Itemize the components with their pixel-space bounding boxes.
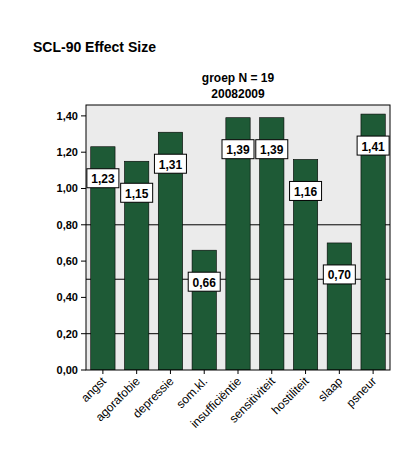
- y-tick-label: 0,40: [57, 291, 78, 303]
- data-label: 0,70: [328, 268, 352, 282]
- data-label: 1,39: [260, 143, 284, 157]
- bar: [192, 250, 216, 370]
- bar: [260, 118, 284, 370]
- y-tick: [81, 261, 86, 262]
- bar: [293, 159, 317, 370]
- data-label: 1,31: [159, 158, 183, 172]
- bar: [226, 118, 250, 370]
- x-tick-label: angst: [78, 374, 109, 405]
- y-tick-label: 1,20: [57, 146, 78, 158]
- x-tick: [271, 370, 272, 374]
- x-tick-label: slaap: [315, 374, 345, 404]
- data-label: 1,41: [361, 140, 385, 154]
- bar: [327, 243, 351, 370]
- y-tick-label: 0,60: [57, 255, 78, 267]
- y-tick-label: 0,20: [57, 328, 78, 340]
- bar: [91, 147, 115, 370]
- y-tick: [81, 115, 86, 116]
- y-tick-label: 0,80: [57, 219, 78, 231]
- x-tick-label: depressie: [130, 374, 177, 421]
- data-label-box: [188, 272, 220, 291]
- x-tick: [170, 370, 171, 374]
- y-tick: [81, 224, 86, 225]
- subtitle: 20082009: [211, 87, 265, 101]
- bar: [158, 132, 182, 370]
- data-label: 1,23: [91, 172, 115, 186]
- x-tick-label: sensitiviteit: [227, 374, 279, 426]
- y-tick-label: 0,00: [57, 364, 78, 376]
- data-label: 1,39: [226, 143, 250, 157]
- chart: SCL-90 Effect Size groep N = 19 20082009 0,…: [0, 0, 400, 456]
- title: SCL-90 Effect Size: [33, 39, 156, 55]
- x-tick: [238, 370, 239, 374]
- data-label-box: [290, 181, 322, 200]
- data-label-box: [121, 183, 153, 202]
- x-tick: [305, 370, 306, 374]
- bars: [91, 114, 386, 370]
- x-tick: [136, 370, 137, 374]
- data-label-box: [323, 265, 355, 284]
- y-tick: [81, 370, 86, 371]
- y-tick: [81, 188, 86, 189]
- x-tick-label: psneur: [343, 374, 379, 410]
- x-tick: [339, 370, 340, 374]
- y-tick-label: 1,40: [57, 110, 78, 122]
- data-label: 1,15: [125, 187, 149, 201]
- data-label-box: [256, 140, 288, 159]
- x-tick: [373, 370, 374, 374]
- data-label-box: [154, 154, 186, 173]
- plot-frame: [86, 105, 390, 370]
- x-tick: [204, 370, 205, 374]
- x-tick: [102, 370, 103, 374]
- plot-background: [86, 105, 390, 370]
- data-label-box: [87, 169, 119, 188]
- data-label-box: [357, 136, 389, 155]
- data-label: 0,66: [193, 276, 217, 290]
- bar: [125, 161, 149, 370]
- y-tick: [81, 152, 86, 153]
- y-tick-label: 1,00: [57, 182, 78, 194]
- bar: [361, 114, 385, 370]
- subtitle: groep N = 19: [202, 71, 275, 85]
- data-label: 1,16: [294, 185, 318, 199]
- y-tick: [81, 333, 86, 334]
- y-tick: [81, 297, 86, 298]
- x-tick-label: hostiliteit: [269, 374, 312, 417]
- data-label-box: [222, 140, 254, 159]
